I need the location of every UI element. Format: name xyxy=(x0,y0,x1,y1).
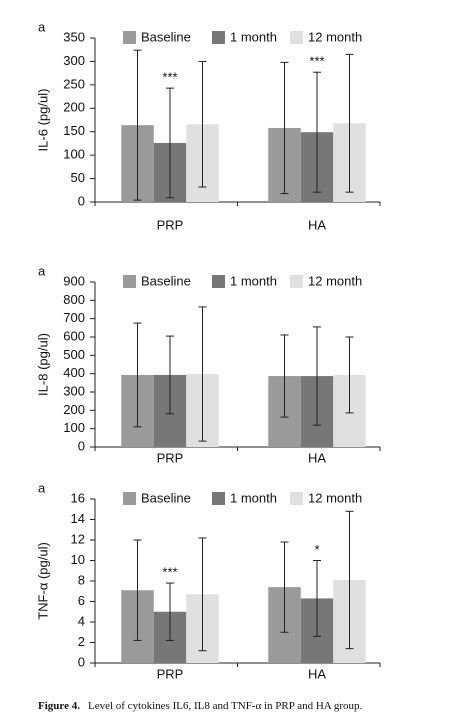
x-tick-label: PRP xyxy=(157,666,184,681)
y-tick-label: 2 xyxy=(78,634,85,649)
legend-swatch xyxy=(290,275,303,288)
y-tick-label: 0 xyxy=(78,438,85,453)
y-tick-label: 0 xyxy=(78,193,85,208)
legend-swatch xyxy=(212,275,225,288)
y-axis-label: TNF-α (pg/ul) xyxy=(35,542,50,620)
y-tick-label: 400 xyxy=(63,365,85,380)
y-tick-label: 200 xyxy=(63,402,85,417)
y-tick-label: 50 xyxy=(71,170,85,185)
legend-label: 12 month xyxy=(308,490,362,505)
legend-label: 1 month xyxy=(230,490,277,505)
panel-label: a xyxy=(38,480,46,495)
legend-label: Baseline xyxy=(141,490,191,505)
x-tick-label: HA xyxy=(308,217,326,232)
y-tick-label: 8 xyxy=(78,572,85,587)
x-tick-label: HA xyxy=(308,666,326,681)
legend-swatch xyxy=(212,31,225,44)
legend-swatch xyxy=(212,492,225,505)
legend-label: Baseline xyxy=(141,29,191,44)
y-tick-label: 700 xyxy=(63,310,85,325)
y-axis-label: IL-8 (pg/ul) xyxy=(35,333,50,396)
y-tick-label: 6 xyxy=(78,593,85,608)
y-axis-label: IL-6 (pg/ul) xyxy=(35,89,50,152)
y-tick-label: 4 xyxy=(78,613,85,628)
x-tick-label: PRP xyxy=(157,217,184,232)
legend-swatch xyxy=(290,31,303,44)
y-tick-label: 350 xyxy=(63,29,85,44)
legend-swatch xyxy=(123,31,136,44)
annotation: * xyxy=(314,542,319,557)
y-tick-label: 900 xyxy=(63,273,85,288)
y-tick-label: 10 xyxy=(71,552,85,567)
panel-label: a xyxy=(38,19,46,34)
legend-label: 12 month xyxy=(308,29,362,44)
legend-swatch xyxy=(123,275,136,288)
annotation: *** xyxy=(162,70,177,85)
y-tick-label: 300 xyxy=(63,53,85,68)
legend-swatch xyxy=(290,492,303,505)
caption: Figure 4. Level of cytokines IL6, IL8 and… xyxy=(38,700,363,712)
y-tick-label: 100 xyxy=(63,420,85,435)
y-tick-label: 200 xyxy=(63,100,85,115)
y-tick-label: 0 xyxy=(78,654,85,669)
y-tick-label: 300 xyxy=(63,383,85,398)
panel-label: a xyxy=(38,263,46,278)
y-tick-label: 14 xyxy=(71,511,85,526)
legend-label: Baseline xyxy=(141,273,191,288)
y-tick-label: 150 xyxy=(63,123,85,138)
annotation: *** xyxy=(309,54,324,69)
legend-label: 1 month xyxy=(230,273,277,288)
caption-text: Level of cytokines IL6, IL8 and TNF-α in… xyxy=(88,700,363,712)
y-tick-label: 100 xyxy=(63,147,85,162)
y-tick-label: 600 xyxy=(63,328,85,343)
y-tick-label: 800 xyxy=(63,292,85,307)
annotation: *** xyxy=(162,564,177,579)
y-tick-label: 12 xyxy=(71,531,85,546)
legend-swatch xyxy=(123,492,136,505)
x-tick-label: HA xyxy=(308,450,326,465)
y-tick-label: 250 xyxy=(63,76,85,91)
y-tick-label: 500 xyxy=(63,347,85,362)
caption-label: Figure 4. xyxy=(38,700,80,712)
y-tick-label: 16 xyxy=(71,490,85,505)
legend-label: 12 month xyxy=(308,273,362,288)
legend-label: 1 month xyxy=(230,29,277,44)
x-tick-label: PRP xyxy=(157,450,184,465)
